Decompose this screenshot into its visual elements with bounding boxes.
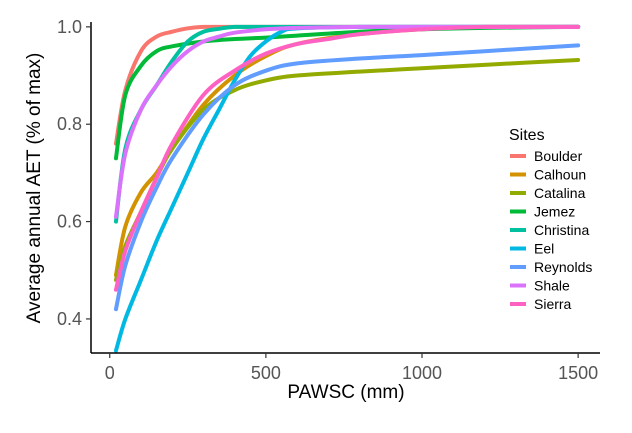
y-tick-label: 1.0 <box>57 17 82 37</box>
x-ticks: 0 500 1000 1500 <box>105 353 598 383</box>
series-line-catalina <box>113 57 581 282</box>
x-tick-label: 0 <box>105 363 115 383</box>
y-axis-title: Average annual AET (% of max) <box>24 53 45 324</box>
legend-label-christina: Christina <box>534 222 589 238</box>
series-layer <box>113 24 581 353</box>
y-ticks: 0.4 0.6 0.8 1.0 <box>57 17 91 329</box>
x-axis-title: PAWSC (mm) <box>287 382 404 403</box>
series-line-eel <box>113 24 581 353</box>
legend-label-calhoun: Calhoun <box>534 167 586 183</box>
x-tick-label: 1500 <box>558 363 598 383</box>
legend-label-catalina: Catalina <box>534 185 586 201</box>
x-tick-label: 1000 <box>402 363 442 383</box>
y-tick-label: 0.4 <box>57 309 82 329</box>
series-line-reynolds <box>113 43 581 312</box>
y-tick-label: 0.8 <box>57 114 82 134</box>
series-line-shale <box>113 24 581 219</box>
legend-label-boulder: Boulder <box>534 148 583 164</box>
legend-label-reynolds: Reynolds <box>534 259 592 275</box>
legend-items: Boulder Calhoun Catalina Jemez Christina Eel R… <box>510 148 592 312</box>
legend-label-shale: Shale <box>534 278 570 294</box>
series-line-sierra <box>113 24 581 292</box>
y-tick-label: 0.6 <box>57 212 82 232</box>
legend: Sites Boulder Calhoun Catalina Jemez Christi… <box>509 127 592 312</box>
legend-label-sierra: Sierra <box>534 296 572 312</box>
legend-label-jemez: Jemez <box>534 204 575 220</box>
legend-title: Sites <box>509 127 545 144</box>
x-tick-label: 500 <box>251 363 281 383</box>
legend-label-eel: Eel <box>534 241 554 257</box>
